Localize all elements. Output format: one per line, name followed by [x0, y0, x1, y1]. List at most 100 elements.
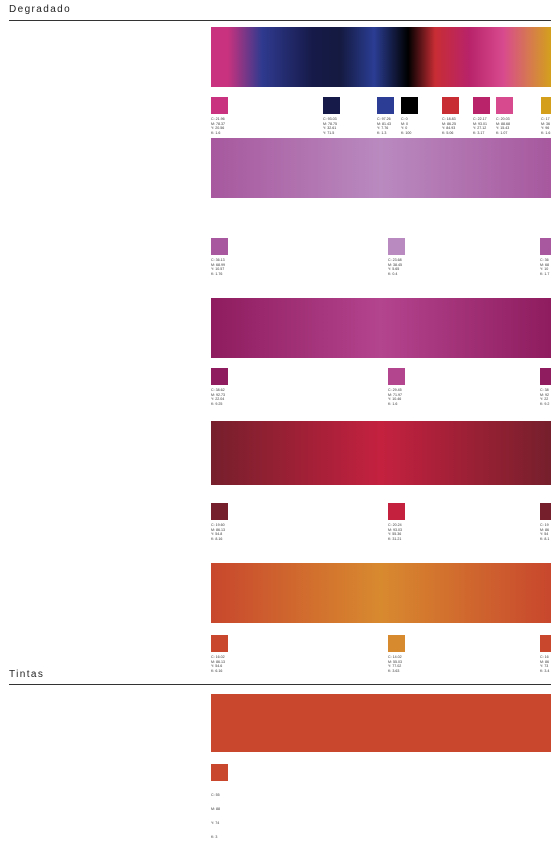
cmyk-line: C: 16 [540, 655, 549, 659]
cmyk-line: Y: 15.43 [496, 126, 510, 131]
cmyk-line: K: 3.17 [473, 130, 485, 135]
color-swatch [211, 635, 228, 652]
cmyk-label: C: 38 M: 92 Y: 22 K: 9.2 [540, 388, 551, 406]
cmyk-line: K: 8.16 [211, 536, 223, 541]
color-swatch [442, 97, 459, 114]
cmyk-line: C: 19 [540, 523, 549, 527]
cmyk-line: Y: 71.5 [323, 130, 335, 135]
cmyk-line: M: 0 [401, 121, 408, 126]
cmyk-line: C: 36.13 [211, 258, 225, 262]
cmyk-line: Y: 55.36 [388, 532, 402, 537]
gradient-bar [211, 138, 551, 198]
cmyk-label: C: 20.03 M: 88.68 Y: 15.43 K: 1.07 [496, 117, 536, 135]
color-swatch [388, 503, 405, 520]
cmyk-line: K: 1.6 [211, 130, 221, 135]
cmyk-line: M: 86.25 [442, 121, 456, 126]
cmyk-label: C: 29.45 M: 71.97 Y: 10.46 K: 1.6 [388, 388, 428, 406]
cmyk-line: C: 0 [401, 117, 408, 121]
section-divider-tints [9, 684, 551, 685]
cmyk-line: M: 86.13 [211, 527, 225, 532]
cmyk-line: C: 29.45 [388, 388, 402, 392]
cmyk-line: C: 14.02 [388, 655, 402, 659]
cmyk-line: C: 16.02 [211, 655, 225, 659]
cmyk-line: M: 68.99 [211, 262, 225, 267]
tint-cmyk-label: C: 55 M: 88 Y: 74 K: 3 [211, 784, 251, 848]
cmyk-line: C: 20.03 [496, 117, 510, 121]
color-swatch [211, 503, 228, 520]
cmyk-line: C: 55 [211, 793, 220, 798]
cmyk-line: M: 36 [541, 121, 550, 126]
cmyk-line: Y: 22 [540, 397, 549, 402]
cmyk-line: Y: 5.65 [388, 267, 400, 272]
color-swatch [388, 368, 405, 385]
cmyk-line: Y: 7.76 [377, 126, 389, 131]
cmyk-line: C: 22.17 [473, 117, 487, 121]
cmyk-label: C: 0 M: 0 Y: 0 K: 100 [401, 117, 441, 135]
cmyk-label: C: 22.17 M: 93.01 Y: 27.12 K: 3.17 [473, 117, 513, 135]
cmyk-line: K: 3.63 [388, 668, 400, 673]
cmyk-line: M: 88 [211, 806, 220, 811]
cmyk-line: Y: 22.04 [211, 397, 225, 402]
cmyk-line: K: 31.21 [388, 536, 402, 541]
color-swatch [540, 238, 551, 255]
cmyk-label: C: 18.83 M: 86.25 Y: 84.93 K: 5.06 [442, 117, 482, 135]
cmyk-line: K: 100 [401, 130, 412, 135]
cmyk-line: Y: 73 [540, 664, 549, 669]
cmyk-label: C: 38.62 M: 92.73 Y: 22.04 K: 9.25 [211, 388, 251, 406]
cmyk-line: K: 1.6 [388, 401, 398, 406]
cmyk-label: C: 97.26 M: 81.43 Y: 7.76 K: 1.3 [377, 117, 417, 135]
tint-bar [211, 694, 551, 752]
cmyk-line: K: 1.6 [541, 130, 551, 135]
color-swatch [541, 97, 551, 114]
section-title-tints: Tintas [9, 669, 45, 680]
cmyk-line: M: 68 [540, 262, 549, 267]
cmyk-line: C: 36 [540, 258, 549, 262]
cmyk-line: M: 71.97 [388, 392, 402, 397]
section-divider-gradient [9, 20, 551, 21]
color-swatch [377, 97, 394, 114]
cmyk-line: C: 21.96 [211, 117, 225, 121]
color-swatch [473, 97, 490, 114]
cmyk-line: M: 92 [540, 392, 549, 397]
cmyk-label: C: 23.68 M: 38.45 Y: 5.65 K: 0.4 [388, 258, 428, 276]
cmyk-line: K: 1.07 [496, 130, 508, 135]
color-swatch [540, 635, 551, 652]
cmyk-line: M: 86 [540, 527, 549, 532]
cmyk-label: C: 20.24 M: 93.03 Y: 55.36 K: 31.21 [388, 523, 428, 541]
cmyk-line: Y: 32.61 [323, 126, 337, 131]
cmyk-line: Y: 10 [540, 267, 549, 272]
cmyk-line: K: 1.3 [377, 130, 387, 135]
cmyk-line: Y: 77.02 [388, 664, 402, 669]
cmyk-line: Y: 84.93 [442, 126, 456, 131]
gradient-bar [211, 27, 551, 87]
cmyk-line: K: 5.06 [442, 130, 454, 135]
cmyk-label: C: 36.13 M: 68.99 Y: 10.57 K: 1.76 [211, 258, 251, 276]
cmyk-label: C: 36 M: 68 Y: 10 K: 1.7 [540, 258, 551, 276]
cmyk-line: M: 78.37 [211, 121, 225, 126]
cmyk-line: K: 0.4 [388, 271, 398, 276]
cmyk-line: K: 9.2 [540, 401, 550, 406]
cmyk-label: C: 19.60 M: 86.13 Y: 54.8 K: 8.16 [211, 523, 251, 541]
cmyk-line: K: 1.7 [540, 271, 550, 276]
cmyk-line: Y: 74 [211, 820, 220, 825]
cmyk-line: K: 3.4 [540, 668, 550, 673]
color-swatch [211, 368, 228, 385]
cmyk-line: Y: 0 [401, 126, 408, 131]
cmyk-label: C: 16.02 M: 86.13 Y: 54.6 K: 6.16 [211, 655, 251, 673]
cmyk-line: Y: 20.56 [211, 126, 225, 131]
cmyk-line: Y: 54.6 [211, 664, 223, 669]
cmyk-line: M: 78.75 [323, 121, 337, 126]
cmyk-line: Y: 96 [541, 126, 550, 131]
color-swatch [388, 238, 405, 255]
color-swatch [388, 635, 405, 652]
cmyk-line: C: 38.62 [211, 388, 225, 392]
cmyk-label: C: 14.02 M: 55.03 Y: 77.02 K: 3.63 [388, 655, 428, 673]
cmyk-line: K: 3 [211, 834, 218, 839]
color-swatch [401, 97, 418, 114]
cmyk-line: C: 19.60 [211, 523, 225, 527]
cmyk-line: C: 23.68 [388, 258, 402, 262]
cmyk-line: Y: 27.12 [473, 126, 487, 131]
color-swatch [211, 97, 228, 114]
cmyk-line: K: 6.16 [211, 668, 223, 673]
cmyk-line: C: 97.26 [377, 117, 391, 121]
